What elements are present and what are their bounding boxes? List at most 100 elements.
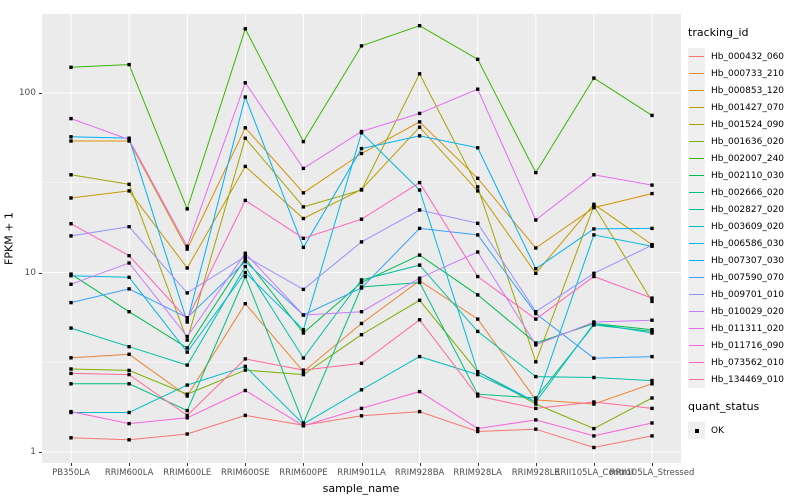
data-point — [417, 120, 422, 124]
data-point — [534, 400, 538, 404]
data-point — [69, 436, 73, 440]
data-point — [534, 402, 538, 406]
data-point — [592, 204, 596, 208]
data-point — [650, 434, 654, 438]
data-point — [127, 345, 131, 349]
legend-title-tracking: tracking_id — [688, 26, 749, 39]
data-point — [301, 245, 306, 250]
data-point — [476, 392, 480, 396]
data-point — [185, 392, 189, 396]
data-point — [69, 326, 73, 330]
x-tick-label: RRIM928LE — [511, 468, 560, 478]
data-point — [476, 426, 480, 431]
data-point — [534, 246, 538, 250]
data-point — [301, 216, 306, 221]
data-point — [69, 65, 73, 69]
data-point — [301, 236, 306, 240]
legend-line-icon — [689, 72, 704, 75]
y-tick-mark — [39, 272, 42, 274]
legend-key — [688, 235, 705, 252]
legend-line-icon — [689, 327, 704, 330]
data-point — [534, 418, 538, 422]
x-tick-label: PB350LA — [52, 468, 90, 478]
data-point — [359, 188, 364, 192]
data-point — [592, 76, 596, 80]
data-point — [650, 318, 654, 322]
data-point — [243, 81, 247, 85]
legend-key — [688, 201, 705, 218]
legend-key — [688, 354, 705, 371]
legend-key — [688, 82, 705, 99]
data-point — [650, 299, 654, 304]
data-point — [69, 234, 73, 238]
legend-label: Hb_000853_120 — [711, 85, 785, 96]
legend-entry: Hb_007307_030 — [688, 252, 800, 269]
data-point — [301, 372, 306, 377]
data-point — [69, 116, 73, 121]
legend-line-icon — [689, 361, 704, 364]
data-point — [243, 357, 247, 361]
legend-label: Hb_011716_090 — [711, 340, 785, 351]
data-point — [534, 311, 538, 316]
legend-key — [688, 320, 705, 337]
data-point — [185, 317, 189, 321]
data-point — [243, 164, 247, 169]
legend-line-icon — [689, 208, 704, 211]
data-point — [534, 360, 538, 364]
x-tick-label: RRIM928LA — [453, 468, 502, 478]
data-point — [534, 427, 538, 431]
data-point — [476, 372, 480, 377]
data-point — [243, 27, 247, 31]
x-tick-mark — [535, 463, 537, 466]
data-point — [243, 413, 247, 418]
data-point — [69, 367, 73, 371]
legend-entries: Hb_000432_060 Hb_000733_210 Hb_000853_120 H… — [688, 48, 800, 388]
data-point — [534, 406, 538, 411]
data-point — [69, 173, 73, 177]
data-point — [301, 356, 306, 360]
legend-entry: Hb_009701_010 — [688, 286, 800, 303]
data-point — [185, 244, 189, 248]
data-point — [650, 354, 654, 359]
data-point — [127, 310, 131, 314]
data-point — [534, 271, 538, 275]
data-point — [417, 276, 422, 280]
legend-entry: Hb_000733_210 — [688, 65, 800, 82]
legend-entry: Hb_007590_070 — [688, 269, 800, 286]
legend-key — [688, 167, 705, 184]
data-point — [417, 72, 422, 76]
legend: tracking_id Hb_000432_060 Hb_000733_210 Hb… — [688, 26, 800, 439]
data-point — [69, 382, 73, 386]
data-point — [476, 146, 480, 150]
data-point — [476, 317, 480, 321]
data-point — [534, 341, 538, 345]
data-point — [243, 256, 247, 260]
data-point — [359, 280, 364, 285]
y-axis: 1 10 100 — [0, 0, 42, 500]
data-point — [127, 438, 131, 442]
legend-key — [688, 48, 705, 65]
data-point — [534, 396, 538, 400]
x-tick-label: RRIM600LE — [163, 468, 212, 478]
plot-panel — [42, 14, 681, 463]
data-point — [185, 416, 189, 420]
legend-entry: OK — [688, 422, 800, 439]
data-point — [359, 44, 364, 48]
data-point — [185, 266, 189, 270]
data-point — [359, 286, 364, 290]
data-point — [69, 409, 73, 414]
data-point — [417, 125, 422, 129]
legend-line-icon — [689, 310, 704, 313]
legend-label: Hb_007307_030 — [711, 255, 785, 266]
data-point — [417, 226, 422, 231]
legend-key — [688, 99, 705, 116]
data-point — [476, 429, 480, 434]
legend-line-icon — [689, 276, 704, 279]
data-point — [127, 421, 131, 426]
data-point — [592, 375, 596, 380]
legend-label: Hb_003609_020 — [711, 221, 785, 232]
legend-entry: Hb_001636_020 — [688, 133, 800, 150]
legend-label: OK — [711, 425, 724, 436]
legend-key — [688, 303, 705, 320]
data-point — [185, 408, 189, 413]
